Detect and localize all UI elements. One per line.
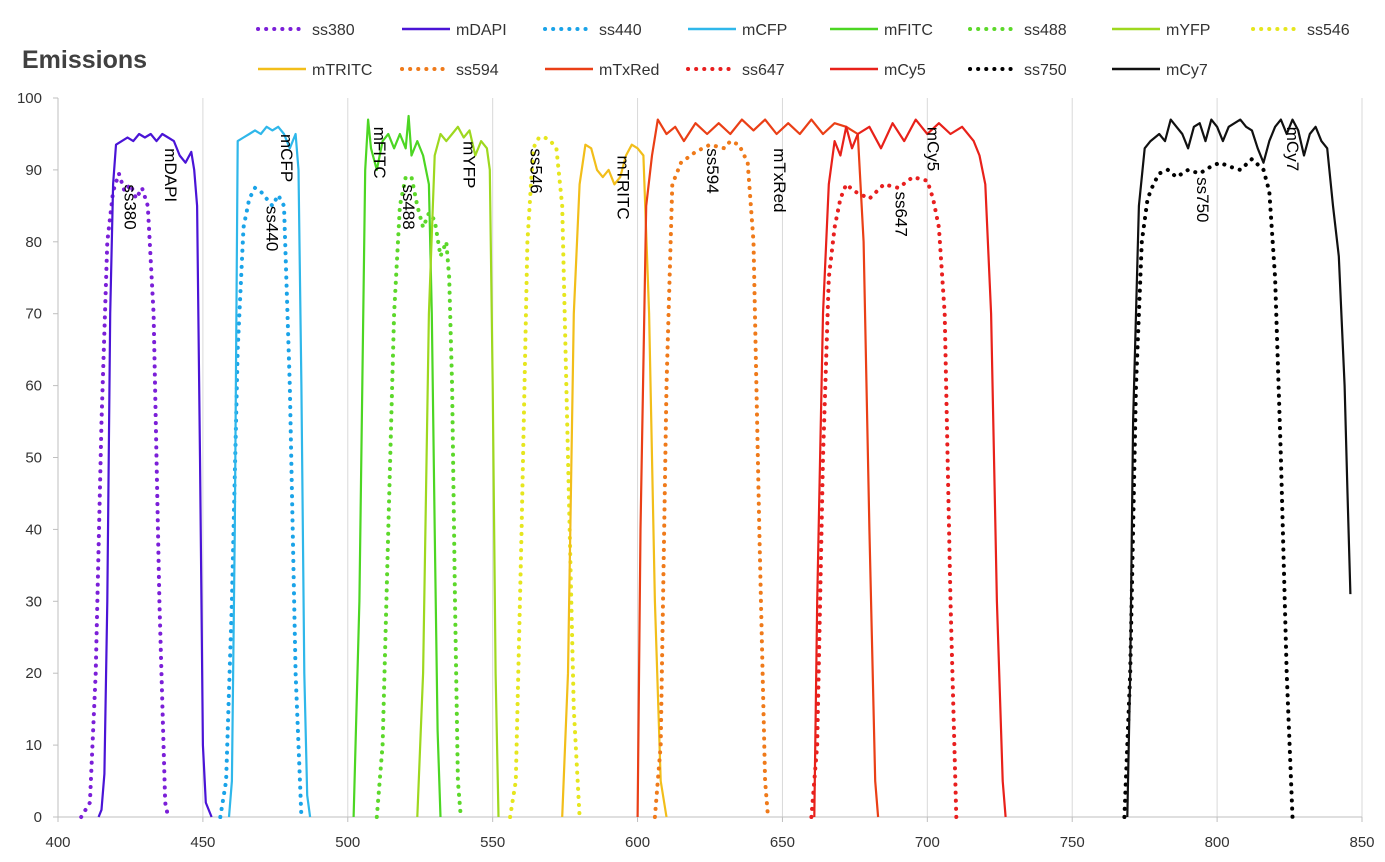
series-mcy7 xyxy=(1126,118,1352,818)
legend-label: mTRITC xyxy=(312,62,372,79)
legend-item-ss440: ss440 xyxy=(543,22,642,39)
series-ss546 xyxy=(508,135,582,819)
x-tick-label: 700 xyxy=(915,834,940,851)
x-tick-label: 600 xyxy=(625,834,650,851)
legend-item-mtritc: mTRITC xyxy=(258,62,372,79)
legend-item-ss380: ss380 xyxy=(256,22,355,39)
legend-label: mCy5 xyxy=(884,62,926,79)
x-tick-label: 750 xyxy=(1060,834,1085,851)
legend-label: ss380 xyxy=(312,22,355,39)
annotation-mdapi: mDAPI xyxy=(161,148,180,202)
annotation-mcfp: mCFP xyxy=(277,134,296,182)
axes: 0 10 20 30 40 50 60 70 80 90 100 400 450 500 550 600 650… xyxy=(17,90,1375,851)
annotation-ss647: ss647 xyxy=(892,191,911,236)
x-tick-label: 650 xyxy=(770,834,795,851)
x-tick-label: 500 xyxy=(335,834,360,851)
annotation-mcy5: mCy5 xyxy=(923,127,942,171)
annotation-ss380: ss380 xyxy=(121,184,140,229)
y-tick-label: 80 xyxy=(25,234,42,251)
legend-label: ss546 xyxy=(1307,22,1350,39)
series-ss488 xyxy=(374,175,463,819)
legend-item-mcy5: mCy5 xyxy=(830,62,926,79)
x-tick-label: 800 xyxy=(1205,834,1230,851)
legend-item-myfp: mYFP xyxy=(1112,22,1210,39)
y-tick-label: 10 xyxy=(25,737,42,754)
annotation-mtritc: mTRITC xyxy=(613,155,632,219)
y-tick-label: 30 xyxy=(25,593,42,610)
legend-label: mYFP xyxy=(1166,22,1210,39)
y-tick-label: 100 xyxy=(17,90,42,107)
annotation-ss440: ss440 xyxy=(263,206,282,251)
series-myfp xyxy=(416,125,500,818)
series-mtxred xyxy=(636,118,880,818)
series-ss594 xyxy=(652,139,770,819)
legend-label: mCFP xyxy=(742,22,787,39)
y-tick-label: 60 xyxy=(25,378,42,395)
legend-item-ss647: ss647 xyxy=(686,62,785,79)
legend-label: ss647 xyxy=(742,62,785,79)
y-tick-label: 40 xyxy=(25,521,42,538)
legend-item-ss594: ss594 xyxy=(400,62,499,79)
legend-label: mCy7 xyxy=(1166,62,1208,79)
legend-label: ss440 xyxy=(599,22,642,39)
y-tick-label: 70 xyxy=(25,306,42,323)
y-tick-label: 90 xyxy=(25,162,42,179)
series-mdapi xyxy=(97,132,213,818)
legend-item-mcy7: mCy7 xyxy=(1112,62,1208,79)
annotation-mcy7: mCy7 xyxy=(1283,127,1302,171)
y-tick-label: 50 xyxy=(25,450,42,467)
legend-item-mfitc: mFITC xyxy=(830,22,933,39)
annotation-ss546: ss546 xyxy=(526,148,545,193)
legend-label: mFITC xyxy=(884,22,933,39)
legend-item-ss488: ss488 xyxy=(968,22,1067,39)
series-ss647 xyxy=(809,175,959,819)
series-ss380 xyxy=(79,171,171,819)
legend-item-mdapi: mDAPI xyxy=(402,22,507,39)
x-tick-label: 450 xyxy=(190,834,215,851)
legend-item-ss750: ss750 xyxy=(968,62,1067,79)
series-group xyxy=(79,114,1352,819)
series-mcy5 xyxy=(813,118,1007,818)
annotation-ss488: ss488 xyxy=(399,184,418,229)
annotations: ss380 mDAPI ss440 mCFP mFITC ss488 mYFP ss546 mT… xyxy=(121,127,1302,252)
y-tick-label: 0 xyxy=(34,809,42,826)
legend-label: ss750 xyxy=(1024,62,1067,79)
y-tick-label: 20 xyxy=(25,665,42,682)
annotation-myfp: mYFP xyxy=(460,141,479,188)
legend-item-mcfp: mCFP xyxy=(688,22,787,39)
x-tick-label: 400 xyxy=(45,834,70,851)
series-mfitc xyxy=(352,114,442,818)
series-mtritc xyxy=(561,143,668,818)
legend-label: ss594 xyxy=(456,62,499,79)
series-ss750 xyxy=(1122,157,1295,819)
legend-item-mtxred: mTxRed xyxy=(545,62,659,79)
grid xyxy=(57,98,1363,817)
annotation-mtxred: mTxRed xyxy=(770,148,789,212)
legend-label: ss488 xyxy=(1024,22,1067,39)
legend-label: mTxRed xyxy=(599,62,659,79)
x-tick-label: 850 xyxy=(1349,834,1374,851)
annotation-ss750: ss750 xyxy=(1193,177,1212,222)
legend-item-ss546: ss546 xyxy=(1251,22,1350,39)
legend-label: mDAPI xyxy=(456,22,507,39)
x-tick-label: 550 xyxy=(480,834,505,851)
series-mcfp xyxy=(227,125,312,818)
annotation-ss594: ss594 xyxy=(703,148,722,193)
annotation-mfitc: mFITC xyxy=(370,127,389,179)
legend: ss380 mDAPI ss440 mCFP mFITC ss488 mYFP ss546 mT… xyxy=(256,22,1350,79)
chart-title: Emissions xyxy=(22,46,147,74)
